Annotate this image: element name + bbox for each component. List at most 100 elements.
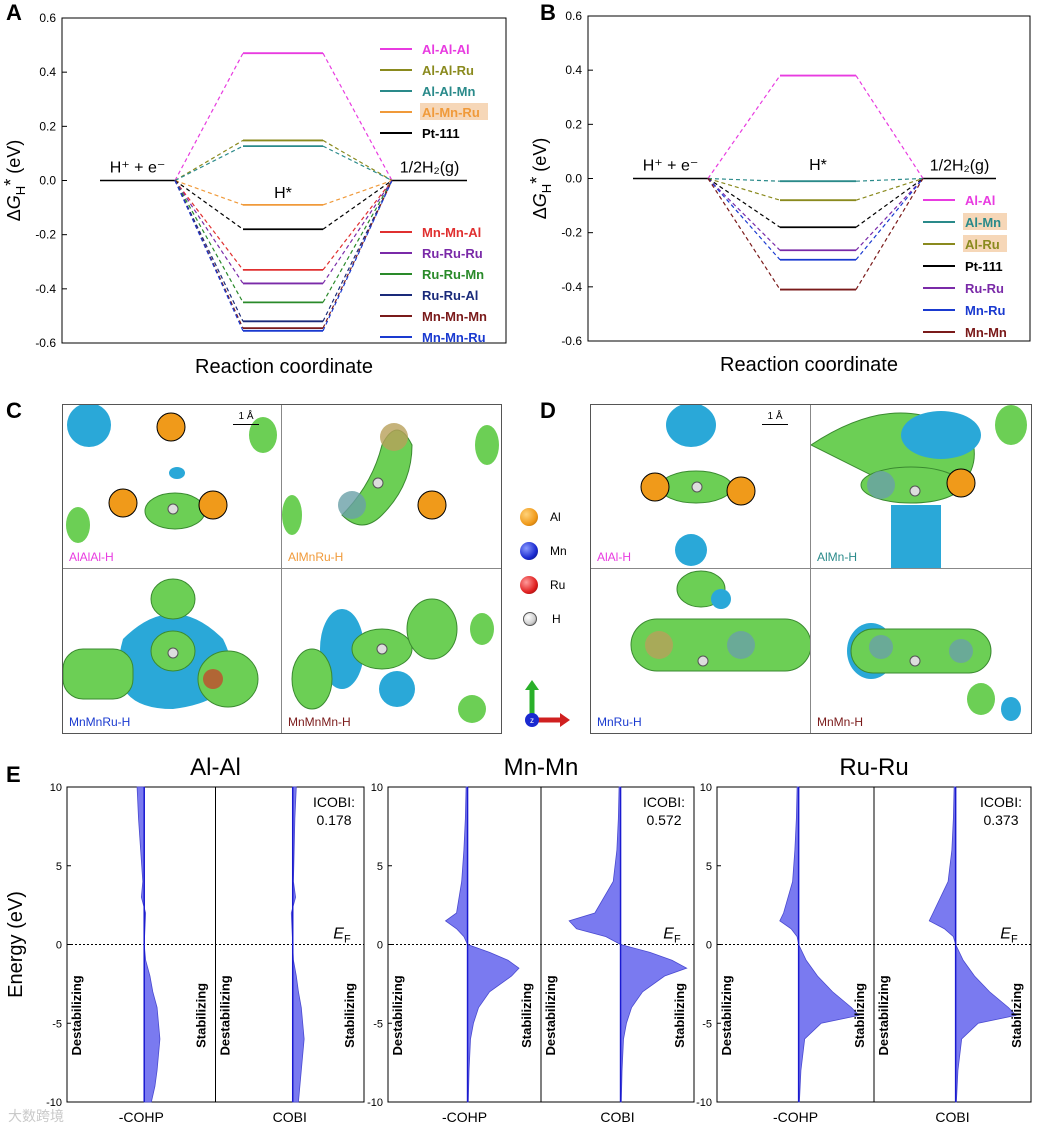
iso-cell-almnru: AlMnRu-H [282, 405, 501, 569]
cohp-area [444, 786, 520, 1103]
y-tick-label: 0 [706, 940, 712, 952]
iso-label-alal: AlAl-H [597, 550, 632, 564]
icobi-label: ICOBI: [980, 794, 1022, 810]
legend-highlight [963, 235, 1007, 252]
y-tick-label: 5 [56, 861, 62, 873]
icobi-value: 0.373 [983, 812, 1018, 828]
legend-label: Al-Al-Al [422, 42, 470, 57]
legend-label: Mn-Mn [965, 325, 1007, 340]
icobi-label: ICOBI: [643, 794, 685, 810]
axis-z-label: z [530, 716, 534, 725]
axis-triad: z [525, 680, 570, 727]
isosurface-mnmn [847, 623, 1021, 721]
y-tick-label: -0.6 [561, 334, 582, 348]
isosurface-almn [811, 405, 1027, 568]
cohp-area [928, 786, 1017, 1103]
cohp-area [136, 786, 161, 1103]
iso-cell-mnmn: MnMn-H [811, 569, 1031, 733]
y-tick-label: 0.4 [565, 63, 582, 77]
atom-legend-label: Al [550, 510, 561, 524]
fermi-level-label: EF [333, 926, 351, 946]
y-tick-label: 0.2 [565, 117, 582, 131]
legend-label: Pt-111 [965, 259, 1003, 274]
energy-axis-label: Energy (eV) [5, 891, 27, 998]
legend-label: Mn-Mn-Al [422, 225, 481, 240]
atom-al-icon [520, 508, 538, 526]
cohp-area [568, 786, 688, 1103]
dashed-connector [855, 178, 924, 261]
fermi-level-label: EF [663, 926, 681, 946]
dashed-connector [174, 180, 244, 303]
legend-label: Al-Al-Mn [422, 84, 475, 99]
dashed-connector [174, 179, 244, 206]
destabilizing-label: Destabilizing [719, 975, 734, 1055]
iso-label-mnmnru: MnMnRu-H [69, 715, 131, 729]
y-tick-label: 0.0 [39, 174, 56, 188]
atom-ru-icon [520, 576, 538, 594]
subpanel-x-label: COBI [600, 1109, 634, 1125]
y-tick-label: -0.2 [35, 228, 56, 242]
isosurface-alalal [66, 405, 277, 543]
iso-cell-almn: AlMn-H [811, 405, 1031, 569]
state-label-end: 1/2H₂(g) [930, 158, 990, 175]
y-tick-label: 10 [371, 782, 383, 794]
y-tick-label: 10 [50, 782, 62, 794]
energy-diagram-a: 0.6 0.4 0.2 0.0 -0.2 -0.4 -0.6 H⁺ + e⁻ H* 1/2H₂(g… [1, 11, 507, 378]
atom-legend-ru: Ru [520, 568, 567, 602]
atom-legend: Al Mn Ru H [520, 500, 567, 636]
legend-label: Pt-111 [422, 126, 460, 141]
panel-letter-c: C [6, 398, 22, 423]
dashed-connector [855, 75, 924, 179]
atom-legend-label: H [552, 612, 561, 626]
dashed-connector [707, 178, 781, 251]
state-label-start: H⁺ + e⁻ [643, 158, 699, 175]
isosurface-grid-c: 1 Å AlAlAl-H AlMnRu-H MnMnRu-H [62, 404, 502, 734]
y-tick-label: 0.2 [39, 119, 56, 133]
legend-label: Al-Ru [965, 237, 1000, 252]
y-axis-label: ΔGH* (eV) [1, 140, 28, 221]
dashed-connector [322, 139, 393, 182]
legend-label: Al-Al [965, 193, 995, 208]
y-axis-label: ΔGH* (eV) [527, 138, 554, 219]
x-axis-label: Reaction coordinate [720, 354, 898, 376]
iso-cell-mnmnmn: MnMnMn-H [282, 569, 501, 733]
atom-legend-label: Mn [550, 544, 567, 558]
atom-legend-h: H [520, 602, 567, 636]
isosurface-mnmnmn [291, 598, 494, 723]
y-tick-label: 5 [377, 861, 383, 873]
legend-label: Al-Mn [965, 215, 1001, 230]
atom-legend-al: Al [520, 500, 567, 534]
legend-label: Ru-Ru-Ru [422, 246, 483, 261]
legend-label: Ru-Ru [965, 281, 1004, 296]
state-label-start: H⁺ + e⁻ [110, 160, 166, 177]
cohp-area [779, 786, 860, 1103]
destabilizing-label: Destabilizing [390, 975, 405, 1055]
dashed-connector [855, 177, 924, 201]
isosurface-alal [640, 405, 756, 566]
iso-cell-alal: 1 Å AlAl-H [591, 405, 811, 569]
y-tick-label: -0.2 [561, 226, 582, 240]
y-tick-label: -0.6 [35, 336, 56, 350]
y-tick-label: 0 [377, 940, 383, 952]
scale-bar-c: 1 Å [233, 411, 259, 425]
subpanel-x-label: -COHP [773, 1109, 818, 1125]
dashed-connector [174, 180, 244, 329]
dashed-connector [174, 180, 244, 284]
isosurface-mnmnru [63, 578, 259, 709]
state-label-middle: H* [274, 185, 292, 202]
legend-highlight [420, 103, 488, 120]
bond-title: Ru-Ru [839, 754, 908, 781]
stabilizing-label: Stabilizing [852, 983, 867, 1048]
icobi-value: 0.572 [646, 812, 681, 828]
stabilizing-label: Stabilizing [194, 983, 209, 1048]
subpanel-x-label: COBI [935, 1109, 969, 1125]
legend-label: Al-Mn-Ru [422, 105, 480, 120]
dashed-connector [322, 52, 393, 181]
cohp-cobi-panels: Energy (eV) Al-Al 10 5 0 -5 -10 Destabilizing St… [5, 754, 1032, 1125]
iso-label-mnru: MnRu-H [597, 715, 642, 729]
destabilizing-label: Destabilizing [543, 975, 558, 1055]
atom-legend-mn: Mn [520, 534, 567, 568]
subpanel-x-label: -COHP [442, 1109, 487, 1125]
isosurface-mnru [630, 570, 810, 672]
dashed-connector [174, 139, 244, 182]
